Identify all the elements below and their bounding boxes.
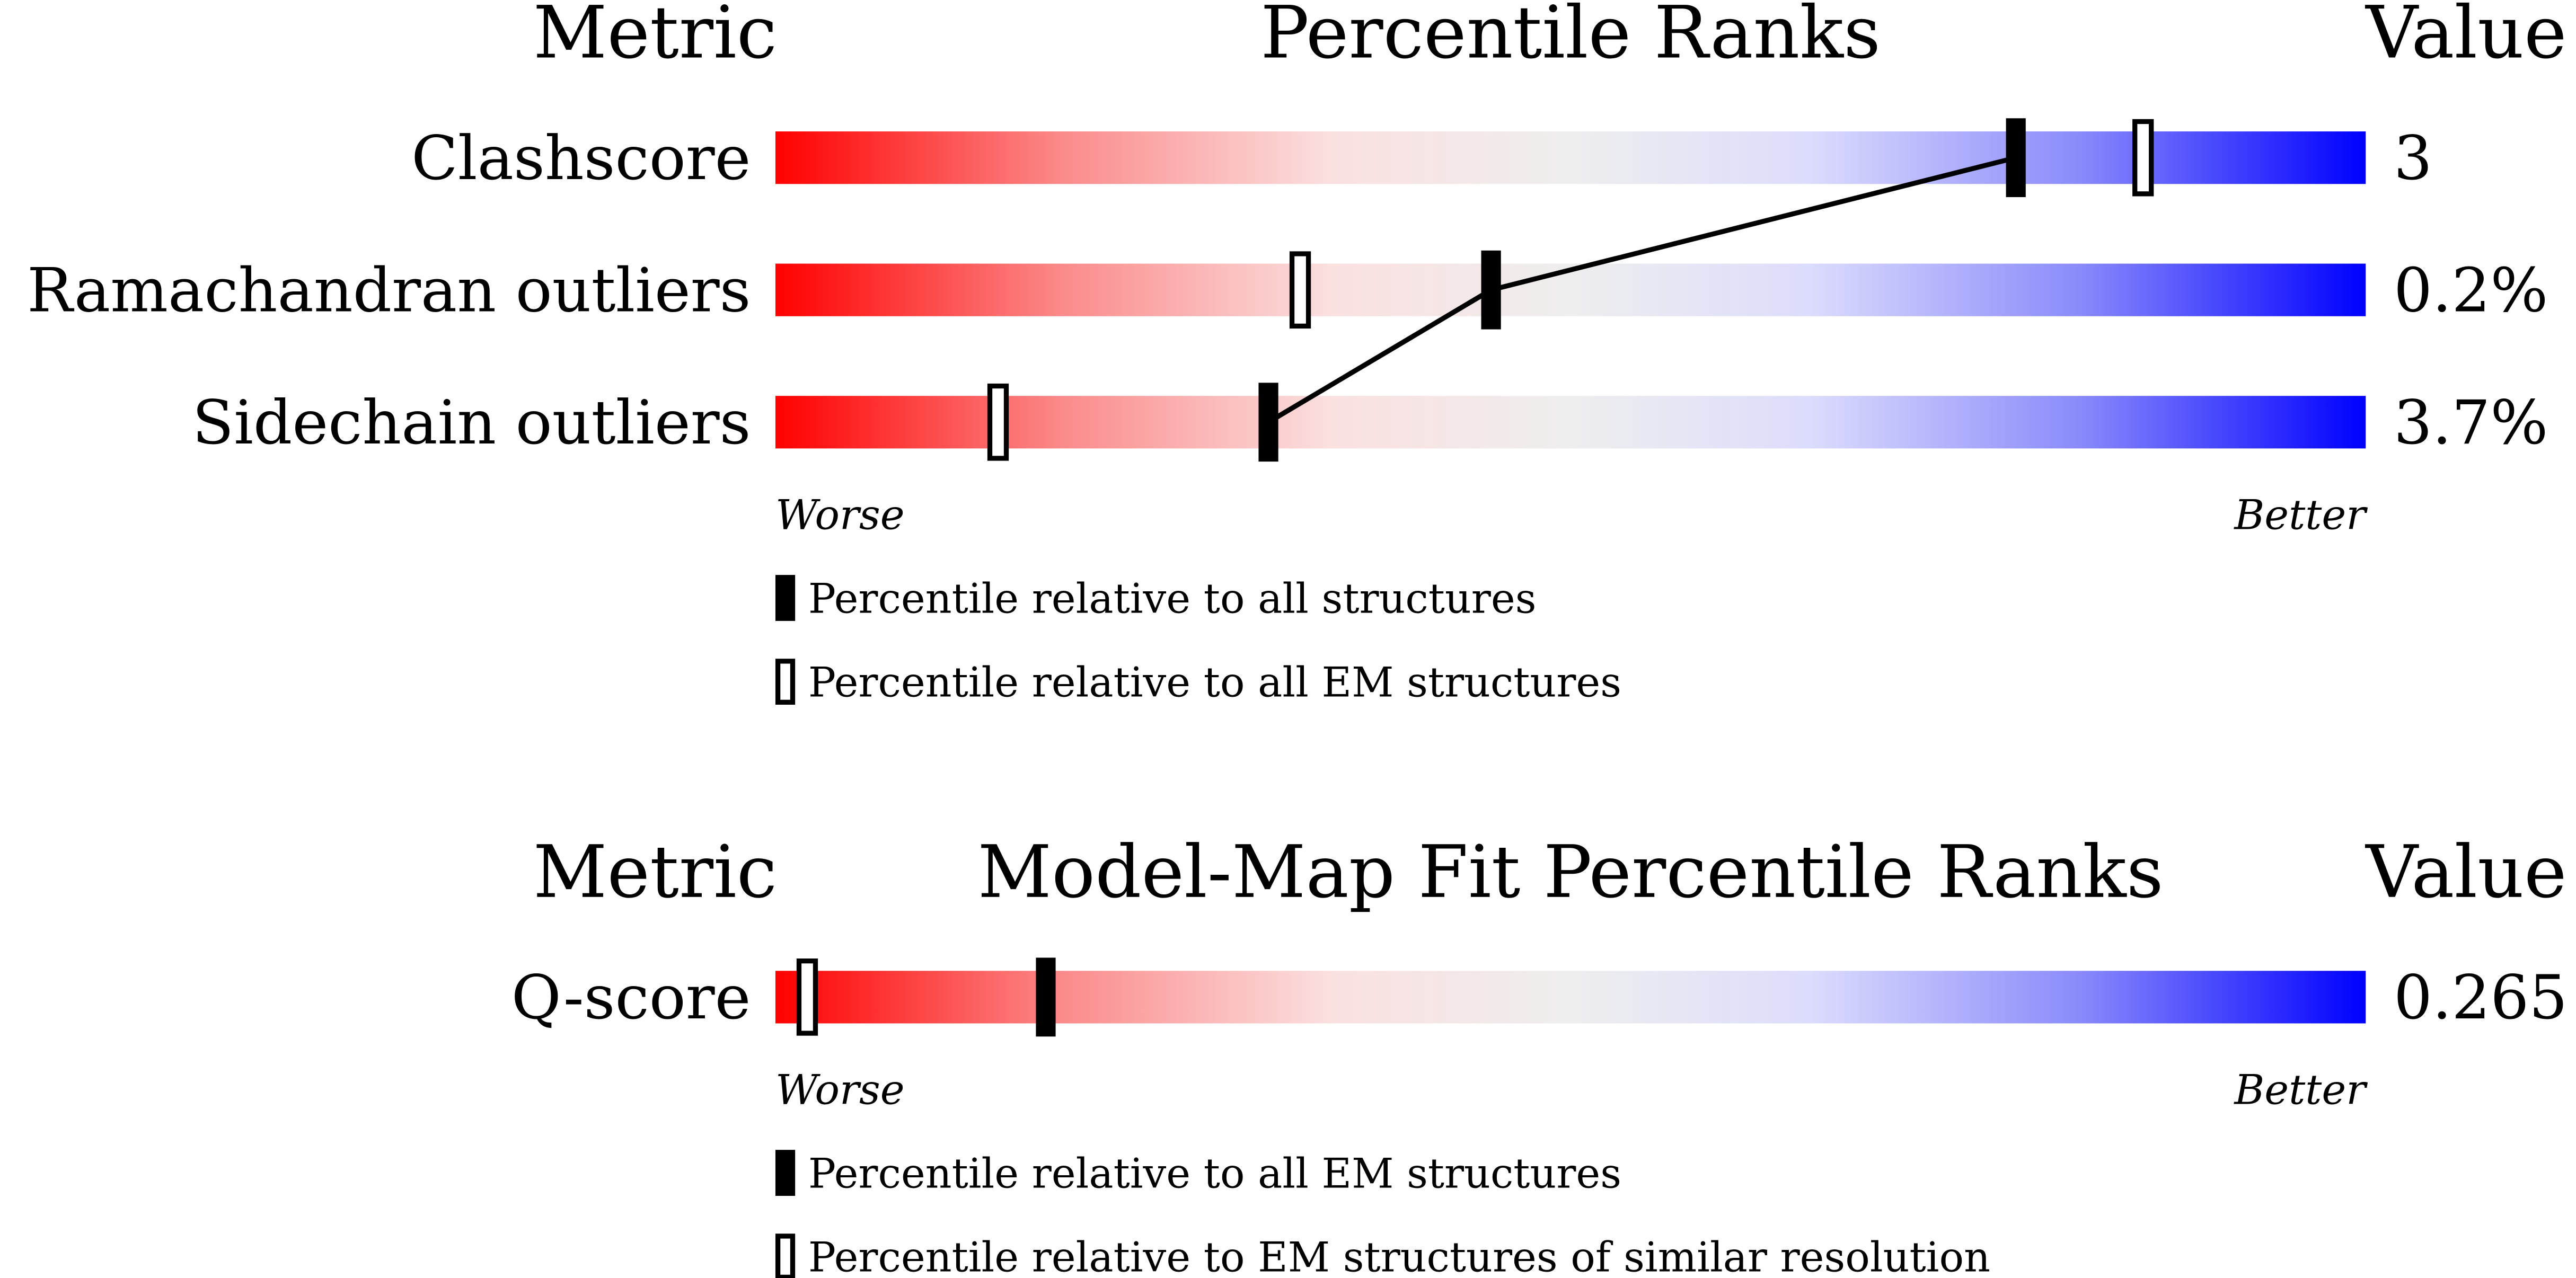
legend-label: Percentile relative to all EM structures [808, 659, 1621, 707]
marker-open [987, 383, 1009, 461]
better-label: Better [2233, 491, 2368, 539]
legend-label: Percentile relative to all EM structures [808, 1150, 1621, 1197]
slider-bar [775, 971, 2366, 1024]
marker-open [1289, 251, 1311, 329]
metric-value: 3 [2394, 123, 2432, 194]
legend-marker-filled [775, 575, 796, 621]
metric-value: 3.7% [2394, 388, 2548, 458]
metric-label: Ramachandran outliers [27, 255, 751, 326]
metric-value: 0.265 [2394, 963, 2568, 1033]
worse-label: Worse [775, 1066, 905, 1114]
marker-filled [2006, 118, 2026, 198]
legend-marker-filled [775, 1150, 796, 1196]
header-metric: Metric [533, 830, 777, 915]
marker-filled [1036, 957, 1056, 1037]
legend-marker-open [775, 659, 796, 705]
slider-bar [775, 131, 2366, 184]
metric-label: Clashscore [411, 123, 751, 194]
slider-bar [775, 396, 2366, 449]
marker-open [796, 958, 818, 1036]
legend-marker-open [775, 1233, 796, 1278]
header-metric: Metric [533, 0, 777, 75]
marker-open [2132, 119, 2154, 197]
marker-filled [1481, 250, 1501, 330]
legend-label: Percentile relative to EM structures of … [808, 1234, 1990, 1278]
header-value: Value [2365, 0, 2566, 75]
metric-value: 0.2% [2394, 255, 2548, 326]
header-value: Value [2365, 830, 2566, 915]
header-title: Model-Map Fit Percentile Ranks [977, 830, 2163, 915]
better-label: Better [2233, 1066, 2368, 1114]
legend-label: Percentile relative to all structures [808, 575, 1537, 623]
header-title: Percentile Ranks [1260, 0, 1881, 75]
marker-filled [1258, 383, 1278, 462]
metric-label: Sidechain outliers [192, 388, 751, 458]
worse-label: Worse [775, 491, 905, 539]
metric-label: Q-score [511, 963, 751, 1033]
